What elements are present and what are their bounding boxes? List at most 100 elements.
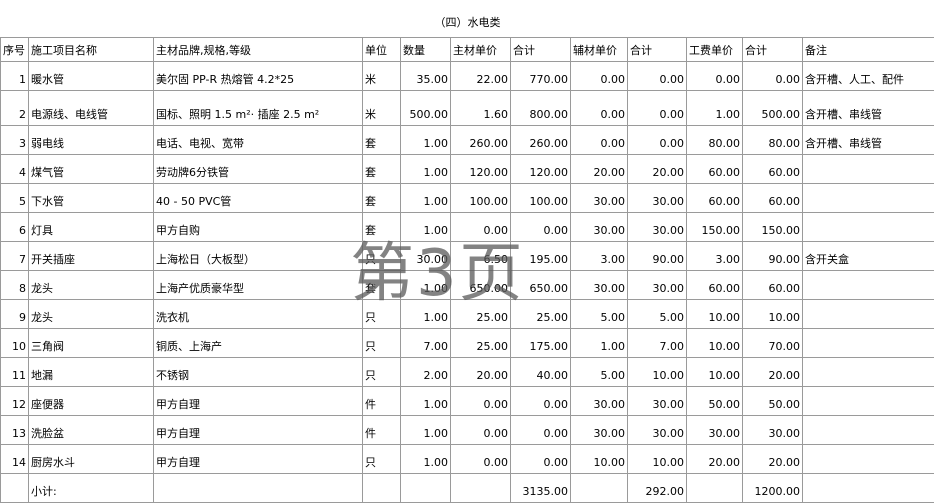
cell: 7.00 [401,329,451,358]
cell: 2.00 [401,358,451,387]
cell: 美尔固 PP-R 热熔管 4.2*25 [154,62,363,91]
cell: 50.00 [743,387,803,416]
cell: 7 [1,242,29,271]
cell: 0.00 [571,91,628,126]
cell: 件 [363,387,401,416]
subtotal-cell [1,474,29,503]
cell: 60.00 [687,271,743,300]
cell: 150.00 [743,213,803,242]
cell: 1.00 [401,416,451,445]
cell: 175.00 [511,329,571,358]
cell: 5 [1,184,29,213]
cell [803,213,934,242]
cell: 20.00 [743,358,803,387]
cell: 14 [1,445,29,474]
cell [803,329,934,358]
cell: 5.00 [571,300,628,329]
cell: 6 [1,213,29,242]
cell: 0.00 [451,213,511,242]
cell: 铜质、上海产 [154,329,363,358]
cell: 国标、照明 1.5 m²· 插座 2.5 m² [154,91,363,126]
subtotal-cell [451,474,511,503]
cell: 0.00 [687,62,743,91]
page: （四）水电类序号施工项目名称主材品牌,规格,等级单位数量主材单价合计辅材单价合计… [0,0,934,462]
subtotal-cell: 小计: [29,474,154,503]
cell: 30.00 [571,416,628,445]
subtotal-cell: 3135.00 [511,474,571,503]
cell: 开关插座 [29,242,154,271]
cell: 90.00 [628,242,687,271]
cell [803,184,934,213]
cell: 120.00 [451,155,511,184]
cell: 1.00 [401,213,451,242]
cell: 龙头 [29,271,154,300]
cell: 12 [1,387,29,416]
cell: 5.00 [628,300,687,329]
cell: 0.00 [743,62,803,91]
header-cell: 工费单价 [687,38,743,62]
cell: 套 [363,184,401,213]
cell: 30.00 [571,387,628,416]
cell: 洗衣机 [154,300,363,329]
cell: 1.00 [401,271,451,300]
cell: 11 [1,358,29,387]
cell: 甲方自理 [154,445,363,474]
cell: 1.00 [401,155,451,184]
cell: 40 - 50 PVC管 [154,184,363,213]
subtotal-cell [154,474,363,503]
cell: 1.60 [451,91,511,126]
cell: 电话、电视、宽带 [154,126,363,155]
cell: 20.00 [571,155,628,184]
cell: 6.50 [451,242,511,271]
cell: 10.00 [687,329,743,358]
cell: 30.00 [628,213,687,242]
cell: 座便器 [29,387,154,416]
cell [803,300,934,329]
cell: 地漏 [29,358,154,387]
cell: 煤气管 [29,155,154,184]
cell: 0.00 [451,445,511,474]
cell: 20.00 [451,358,511,387]
header-cell: 主材单价 [451,38,511,62]
cell: 20.00 [628,155,687,184]
cell [803,358,934,387]
header-cell: 单位 [363,38,401,62]
subtotal-cell [363,474,401,503]
cell: 30.00 [571,213,628,242]
subtotal-cell [687,474,743,503]
cell: 100.00 [451,184,511,213]
cell: 0.00 [511,445,571,474]
subtotal-cell: 292.00 [628,474,687,503]
cell: 20.00 [687,445,743,474]
cell: 甲方自理 [154,416,363,445]
cell: 不锈钢 [154,358,363,387]
cell: 米 [363,91,401,126]
header-cell: 合计 [743,38,803,62]
cell: 1.00 [401,300,451,329]
cell: 只 [363,445,401,474]
cell: 件 [363,416,401,445]
header-cell: 序号 [1,38,29,62]
cell: 30.00 [687,416,743,445]
cell: 7.00 [628,329,687,358]
table-title: （四）水电类 [1,0,934,38]
cell: 260.00 [451,126,511,155]
title-row: （四）水电类 [1,0,934,38]
cell: 0.00 [628,126,687,155]
cell: 30.00 [628,271,687,300]
cell: 套 [363,126,401,155]
cell: 50.00 [687,387,743,416]
cell: 0.00 [571,62,628,91]
cell: 80.00 [743,126,803,155]
cell: 3 [1,126,29,155]
